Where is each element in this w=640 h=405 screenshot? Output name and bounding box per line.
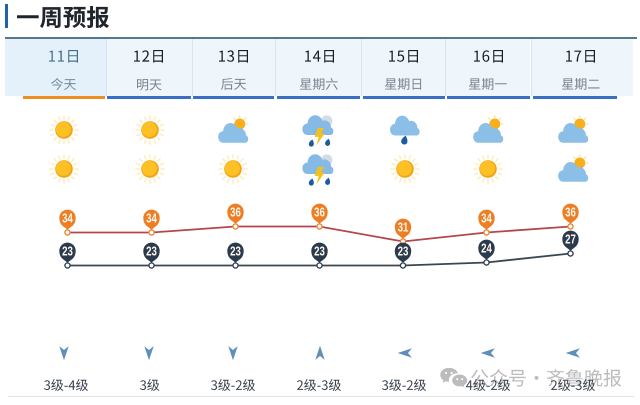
svg-text:27: 27 bbox=[565, 232, 576, 247]
svg-text:36: 36 bbox=[314, 205, 325, 220]
svg-text:23: 23 bbox=[146, 244, 157, 259]
svg-text:23: 23 bbox=[62, 244, 73, 259]
svg-text:34: 34 bbox=[146, 211, 157, 226]
svg-text:34: 34 bbox=[481, 211, 492, 226]
svg-text:34: 34 bbox=[62, 211, 73, 226]
svg-text:31: 31 bbox=[398, 220, 409, 235]
svg-text:24: 24 bbox=[481, 241, 492, 256]
svg-text:23: 23 bbox=[398, 244, 409, 259]
svg-text:36: 36 bbox=[230, 205, 241, 220]
svg-text:23: 23 bbox=[314, 244, 325, 259]
svg-text:36: 36 bbox=[565, 205, 576, 220]
svg-text:23: 23 bbox=[230, 244, 241, 259]
